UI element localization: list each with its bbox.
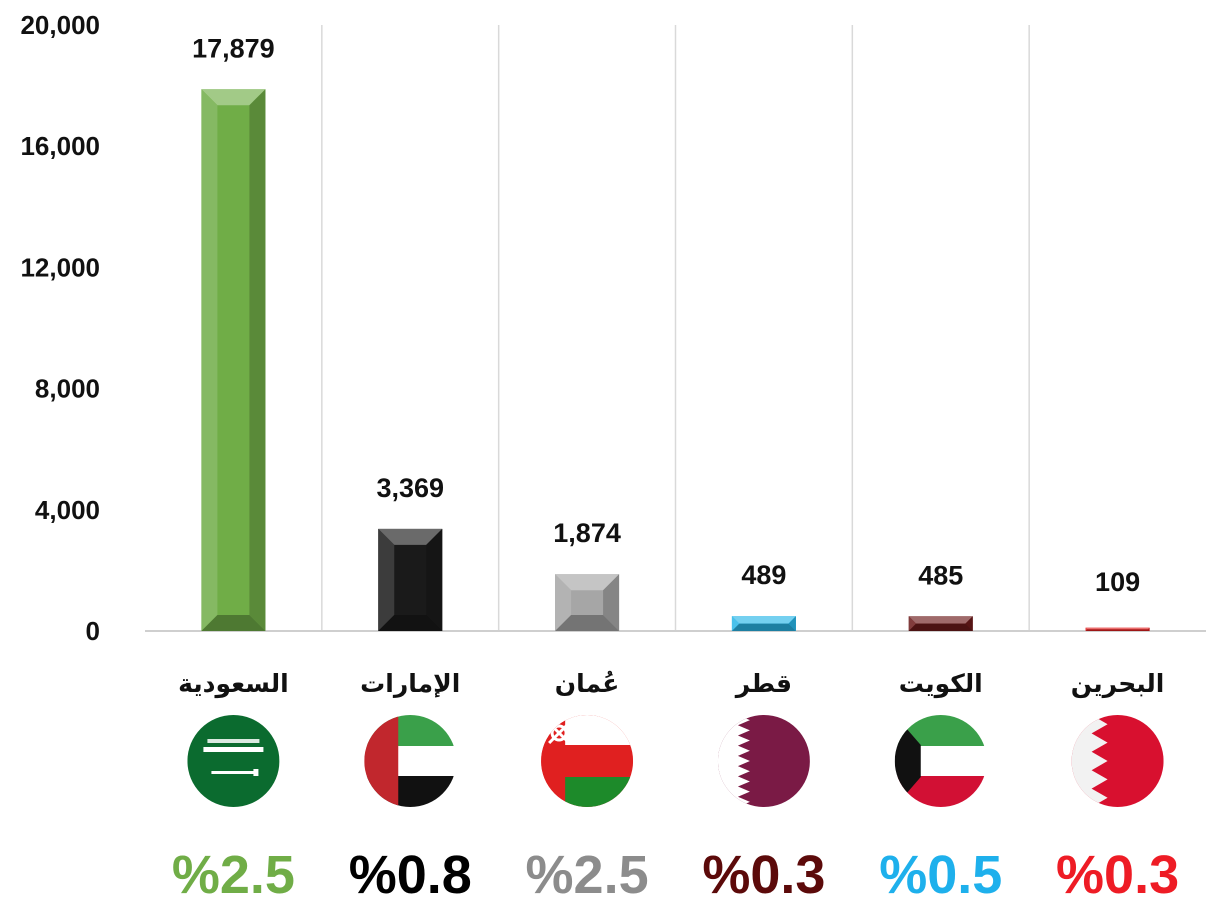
bar-bevel-top xyxy=(555,574,620,591)
flags-layer xyxy=(187,715,1164,807)
bars-layer xyxy=(201,89,1150,631)
bar-bevel-top xyxy=(908,616,973,624)
category-label: عُمان xyxy=(555,669,620,698)
percent-label: %0.3 xyxy=(1056,845,1179,899)
bar-bevel-bottom xyxy=(555,615,620,631)
bar-bevel-left xyxy=(908,616,917,631)
kuwait-flag-icon xyxy=(894,715,987,807)
oman-flag-icon xyxy=(541,715,634,807)
category-label: قطر xyxy=(734,669,792,699)
bar-bevel-right xyxy=(603,574,620,631)
uae-flag-icon xyxy=(364,715,457,807)
percent-label: %0.8 xyxy=(349,845,472,899)
y-tick-label: 0 xyxy=(86,616,100,646)
y-tick-label: 16,000 xyxy=(20,131,100,161)
percent-label: %2.5 xyxy=(172,845,295,899)
bar-bevel-left xyxy=(555,574,572,631)
data-label: 485 xyxy=(918,560,963,590)
bar-bevel-bottom xyxy=(1085,629,1150,631)
bar-bevel-bottom xyxy=(731,623,796,631)
bar xyxy=(1085,627,1150,631)
bar-bevel-left xyxy=(378,528,395,631)
percent-labels-layer: %2.5 %0.8 %2.5 %0.3 %0.5 %0.3 xyxy=(172,845,1179,899)
bar xyxy=(555,574,620,631)
bar-bevel-bottom xyxy=(378,615,443,631)
y-axis: 0 4,000 8,000 12,000 16,000 20,000 xyxy=(20,10,100,646)
bar-bevel-right xyxy=(249,89,266,631)
saudi-flag-icon xyxy=(187,715,280,807)
bar-bevel-right xyxy=(426,528,443,631)
bar xyxy=(378,528,443,631)
category-labels-layer: السعودية الإمارات عُمان قطر الكويت البحرين xyxy=(178,669,1164,699)
percent-label: %2.5 xyxy=(526,845,649,899)
category-label: الإمارات xyxy=(360,669,460,698)
y-tick-label: 12,000 xyxy=(20,252,100,282)
bar-bevel-bottom xyxy=(201,615,266,631)
data-label: 489 xyxy=(741,560,786,590)
bar xyxy=(908,616,973,631)
data-label: 109 xyxy=(1095,567,1140,597)
category-label: السعودية xyxy=(178,669,289,699)
data-label: 3,369 xyxy=(376,473,444,503)
bar-bevel-top xyxy=(731,616,796,624)
bar-bevel-left xyxy=(201,89,218,631)
bar-bevel-top xyxy=(378,528,443,545)
percent-label: %0.3 xyxy=(702,845,825,899)
y-tick-label: 8,000 xyxy=(35,374,100,404)
bar-bevel-bottom xyxy=(908,623,973,631)
data-label: 1,874 xyxy=(553,518,621,548)
category-label: الكويت xyxy=(899,669,983,699)
bar xyxy=(201,89,266,631)
bar-bevel-right xyxy=(788,616,796,631)
data-label: 17,879 xyxy=(192,33,275,63)
qatar-flag-icon xyxy=(717,715,810,807)
bar-bevel-right xyxy=(1147,627,1150,631)
bar-bevel-left xyxy=(731,616,740,631)
y-tick-label: 20,000 xyxy=(20,10,100,40)
y-tick-label: 4,000 xyxy=(35,495,100,525)
percent-label: %0.5 xyxy=(879,845,1002,899)
bar-bevel-right xyxy=(965,616,973,631)
bar-bevel-top xyxy=(201,89,266,106)
chart-gridlines xyxy=(145,25,1206,632)
bahrain-flag-icon xyxy=(1071,715,1164,807)
value-labels-layer: 17,879 3,369 1,874 489 485 109 xyxy=(192,33,1140,597)
category-label: البحرين xyxy=(1071,669,1165,699)
bar xyxy=(731,616,796,631)
bar-bevel-left xyxy=(1085,627,1088,631)
bar-bevel-top xyxy=(1085,627,1150,630)
